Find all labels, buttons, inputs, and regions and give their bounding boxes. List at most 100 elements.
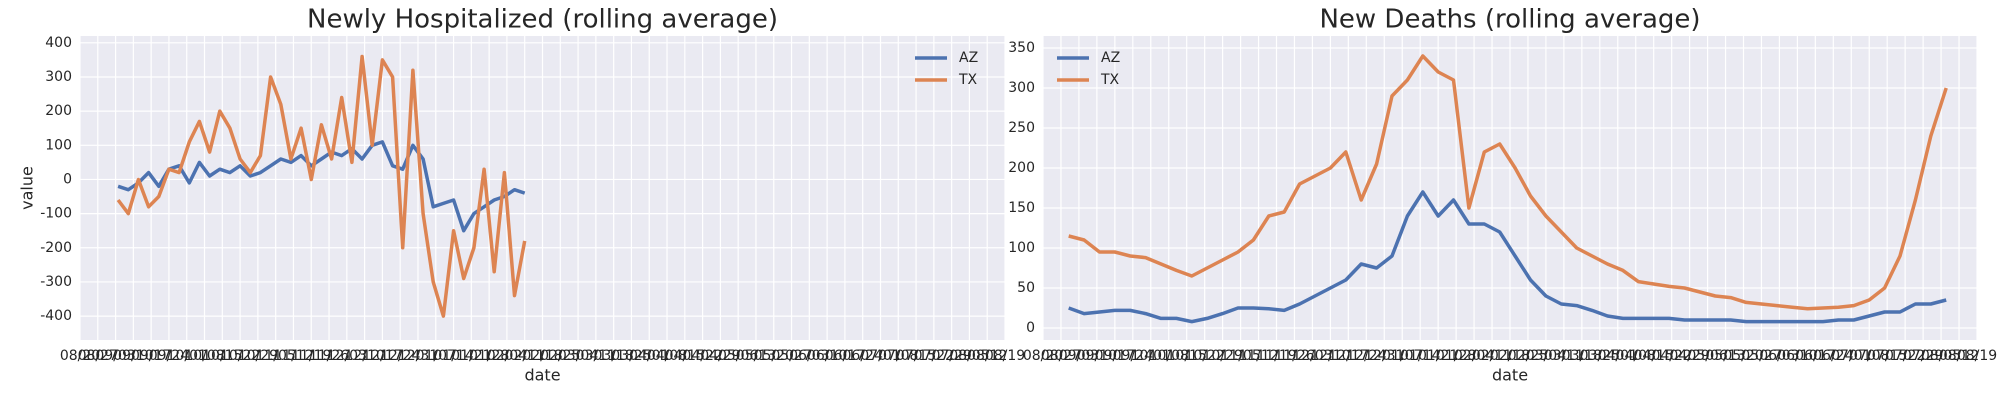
x-tick-label: 10/29 bbox=[238, 348, 278, 364]
x-tick-label: 09/24 bbox=[1113, 348, 1153, 364]
x-tick-label: 07/15 bbox=[896, 348, 936, 364]
chart: Newly Hospitalized (rolling average) -400… bbox=[18, 5, 1026, 385]
x-tick-label: 01/07 bbox=[1382, 348, 1422, 364]
x-tick-label: 05/06 bbox=[1687, 348, 1727, 364]
x-tick-label: 04/08 bbox=[1616, 348, 1656, 364]
x-tick-label: 07/08 bbox=[878, 348, 918, 364]
y-tick-label: 250 bbox=[1008, 120, 1035, 136]
x-tick-label: 06/10 bbox=[1777, 348, 1817, 364]
x-tick-label: 10/15 bbox=[202, 348, 242, 364]
x-tick-label: 07/01 bbox=[1831, 348, 1871, 364]
x-tick-label: 07/22 bbox=[1885, 348, 1925, 364]
x-tick-label: 08/05 bbox=[949, 348, 989, 364]
x-tick-label: 03/25 bbox=[1580, 348, 1620, 364]
y-tick-label: -200 bbox=[40, 240, 72, 256]
x-tick-label: 01/07 bbox=[416, 348, 456, 364]
x-tick-label: 04/01 bbox=[1598, 348, 1638, 364]
x-tick-label: 08/05 bbox=[1921, 348, 1961, 364]
x-tick-label: 08/27 bbox=[78, 348, 118, 364]
x-tick-label: 04/22 bbox=[1651, 348, 1691, 364]
x-tick-label: 04/22 bbox=[682, 348, 722, 364]
x-tick-label: 09/17 bbox=[1095, 348, 1135, 364]
x-tick-label: 08/12 bbox=[967, 348, 1007, 364]
x-tick-label: 05/27 bbox=[771, 348, 811, 364]
x-tick-label: 12/03 bbox=[327, 348, 367, 364]
x-tick-label: 01/14 bbox=[1400, 348, 1440, 364]
x-tick-label: 01/28 bbox=[1436, 348, 1476, 364]
x-tick-label: 06/10 bbox=[807, 348, 847, 364]
y-tick-label: -400 bbox=[40, 308, 72, 324]
x-tick-label: 10/22 bbox=[1184, 348, 1224, 364]
y-tick-label: 50 bbox=[1017, 280, 1035, 296]
x-tick-label: 08/27 bbox=[1041, 348, 1081, 364]
x-tick-label: 12/17 bbox=[1328, 348, 1368, 364]
y-tick-label: 100 bbox=[45, 137, 72, 153]
x-tick-label: 02/18 bbox=[522, 348, 562, 364]
x-tick-label: 02/04 bbox=[1454, 348, 1494, 364]
legend-label: TX bbox=[1100, 72, 1120, 88]
x-tick-label: 05/20 bbox=[754, 348, 794, 364]
x-tick-label: 06/24 bbox=[1813, 348, 1853, 364]
x-tick-label: 11/12 bbox=[1238, 348, 1278, 364]
x-tick-label: 10/08 bbox=[184, 348, 224, 364]
chart-title: Newly Hospitalized (rolling average) bbox=[307, 5, 778, 35]
x-tick-label: 08/12 bbox=[1939, 348, 1979, 364]
y-tick-label: -100 bbox=[40, 206, 72, 222]
y-tick-label: 100 bbox=[1008, 240, 1035, 256]
x-tick-label: 01/14 bbox=[433, 348, 473, 364]
x-tick-label: 12/10 bbox=[1310, 348, 1350, 364]
x-axis-label: date bbox=[524, 366, 560, 385]
x-tick-label: 11/26 bbox=[1274, 348, 1314, 364]
x-tick-label: 09/24 bbox=[149, 348, 189, 364]
x-tick-label: 03/04 bbox=[1526, 348, 1566, 364]
x-tick-label: 07/29 bbox=[1903, 348, 1943, 364]
x-tick-label: 03/04 bbox=[558, 348, 598, 364]
x-tick-label: 08/19 bbox=[985, 348, 1025, 364]
x-tick-label: 11/19 bbox=[1256, 348, 1296, 364]
x-tick-label: 06/03 bbox=[1759, 348, 1799, 364]
x-tick-label: 05/27 bbox=[1741, 348, 1781, 364]
y-tick-label: 0 bbox=[63, 171, 72, 187]
x-tick-label: 12/03 bbox=[1292, 348, 1332, 364]
x-tick-label: 12/17 bbox=[362, 348, 402, 364]
x-tick-label: 02/11 bbox=[505, 348, 545, 364]
x-tick-label: 12/31 bbox=[398, 348, 438, 364]
y-tick-label: 0 bbox=[1026, 320, 1035, 336]
x-tick-label: 12/10 bbox=[344, 348, 384, 364]
x-tick-label: 08/20 bbox=[1023, 348, 1063, 364]
x-tick-label: 09/17 bbox=[131, 348, 171, 364]
data-line bbox=[1068, 190, 1947, 324]
x-tick-label: 11/05 bbox=[1220, 348, 1260, 364]
x-tick-label: 07/22 bbox=[914, 348, 954, 364]
x-tick-label: 08/19 bbox=[1957, 348, 1997, 364]
x-tick-label: 10/22 bbox=[220, 348, 260, 364]
x-tick-label: 12/24 bbox=[1346, 348, 1386, 364]
x-tick-label: 03/18 bbox=[593, 348, 633, 364]
x-tick-label: 05/06 bbox=[718, 348, 758, 364]
x-tick-label: 05/20 bbox=[1723, 348, 1763, 364]
x-tick-label: 09/10 bbox=[1077, 348, 1117, 364]
x-tick-label: 01/28 bbox=[469, 348, 509, 364]
x-tick-label: 02/04 bbox=[487, 348, 527, 364]
x-tick-label: 10/08 bbox=[1149, 348, 1189, 364]
x-tick-label: 06/03 bbox=[789, 348, 829, 364]
x-tick-label: 01/21 bbox=[1418, 348, 1458, 364]
y-axis-label: value bbox=[18, 166, 37, 210]
legend-label: AZ bbox=[1101, 50, 1120, 66]
data-line bbox=[1068, 54, 1948, 311]
y-tick-label: 200 bbox=[45, 103, 72, 119]
x-tick-label: 11/19 bbox=[291, 348, 331, 364]
x-tick-label: 10/15 bbox=[1167, 348, 1207, 364]
x-tick-label: 04/15 bbox=[665, 348, 705, 364]
x-tick-label: 03/11 bbox=[1544, 348, 1584, 364]
x-tick-label: 02/18 bbox=[1490, 348, 1530, 364]
x-tick-label: 02/25 bbox=[1508, 348, 1548, 364]
x-tick-label: 04/29 bbox=[1669, 348, 1709, 364]
x-tick-label: 09/03 bbox=[95, 348, 135, 364]
x-tick-label: 06/17 bbox=[1795, 348, 1835, 364]
chart: New Deaths (rolling average) 0 50 100 150 200… bbox=[1008, 5, 1997, 385]
x-tick-label: 07/01 bbox=[860, 348, 900, 364]
chart-title: New Deaths (rolling average) bbox=[1319, 5, 1700, 35]
x-tick-label: 10/01 bbox=[167, 348, 207, 364]
